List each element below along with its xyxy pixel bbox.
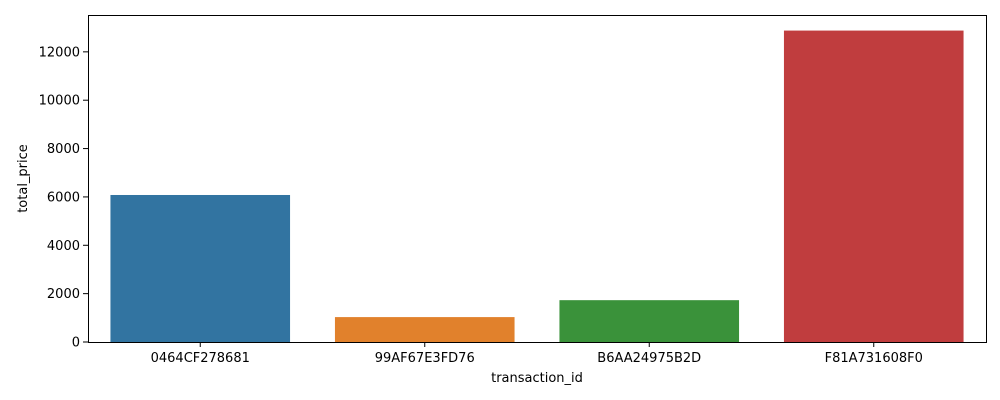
bar-0464CF278681 <box>110 194 291 342</box>
x-tick-label: F81A731608F0 <box>825 351 923 366</box>
y-tick-label: 12000 <box>39 45 80 60</box>
y-axis-label: total_price <box>16 144 31 213</box>
y-tick-label: 10000 <box>39 94 80 109</box>
x-axis-label: transaction_id <box>491 371 583 386</box>
y-tick-label: 8000 <box>47 142 80 157</box>
plot-frame <box>88 15 987 343</box>
bar-99AF67E3FD76 <box>334 317 515 342</box>
x-tick-label: 99AF67E3FD76 <box>375 351 475 366</box>
bar-F81A731608F0 <box>783 30 964 342</box>
y-tick-label: 2000 <box>47 287 80 302</box>
x-axis-ticks: 0464CF278681 99AF67E3FD76 B6AA24975B2D F81A… <box>151 342 923 366</box>
bars <box>110 30 964 342</box>
y-tick-label: 4000 <box>47 239 80 254</box>
x-tick-label: 0464CF278681 <box>151 351 250 366</box>
x-tick-label: B6AA24975B2D <box>597 351 701 366</box>
y-tick-label: 0 <box>72 336 80 351</box>
bar-B6AA24975B2D <box>559 300 740 342</box>
y-axis-ticks: 0 2000 4000 6000 8000 10000 12000 <box>39 45 88 351</box>
y-tick-label: 6000 <box>47 190 80 205</box>
